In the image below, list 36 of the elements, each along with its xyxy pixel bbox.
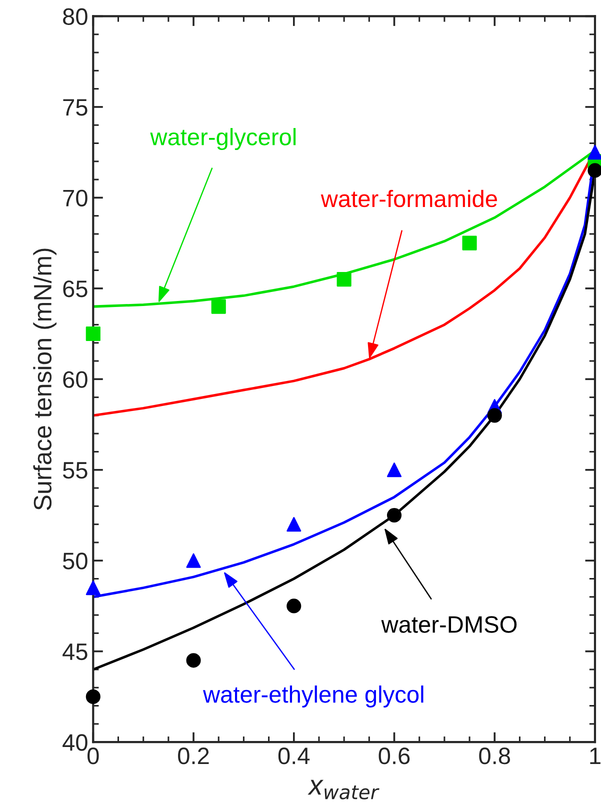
annotation: water-glycerol [150,128,296,150]
annotation: water-DMSO [381,616,517,633]
point [186,653,201,668]
x-tick-label: 0.8 [479,748,510,764]
point [487,408,502,423]
y-tick-label: 40 [62,734,88,751]
y-tick-label: 80 [63,8,88,26]
y-tick-label: 70 [63,190,88,206]
point [336,272,352,287]
point [462,236,477,250]
x-tick-label: 1 [590,748,600,764]
y-tick-label: 50 [62,552,88,570]
point [86,580,100,596]
annotation: water-formamide [320,190,497,208]
y-tick-label: 45 [62,644,88,660]
y-axis-title: Surface tension (mN/m) [33,248,56,510]
point [588,163,601,178]
x-tick-label: 0.2 [178,748,209,764]
annotation: water-ethylene glycol [202,685,424,708]
point [588,145,601,160]
point [386,462,402,478]
x-tick-label: 0.6 [378,748,410,764]
point [186,553,201,568]
y-tick-label: 65 [63,280,88,298]
point [386,508,402,523]
x-tick-label: 0.4 [278,748,310,764]
x-tick-label: 0 [88,748,99,764]
y-tick-label: 75 [63,99,88,116]
point [286,598,302,614]
y-tick-label: 60 [63,371,88,388]
y-tick-label: 55 [62,462,88,479]
point [86,689,100,704]
x-axis-title: x$_{water}$ [308,780,380,800]
point [286,517,302,532]
point [211,299,226,314]
point [86,326,100,342]
